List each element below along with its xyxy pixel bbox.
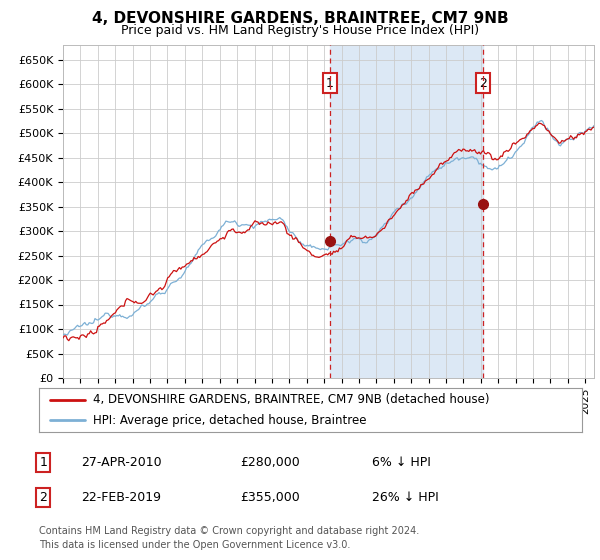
Text: £280,000: £280,000: [240, 456, 300, 469]
Text: 2: 2: [479, 77, 487, 90]
Text: 1: 1: [39, 456, 47, 469]
Text: Price paid vs. HM Land Registry's House Price Index (HPI): Price paid vs. HM Land Registry's House …: [121, 24, 479, 37]
Text: 4, DEVONSHIRE GARDENS, BRAINTREE, CM7 9NB (detached house): 4, DEVONSHIRE GARDENS, BRAINTREE, CM7 9N…: [94, 393, 490, 406]
Text: 6% ↓ HPI: 6% ↓ HPI: [372, 456, 431, 469]
Bar: [330, 45, 483, 378]
Text: 27-APR-2010: 27-APR-2010: [81, 456, 161, 469]
Text: 2: 2: [39, 491, 47, 504]
Text: 4, DEVONSHIRE GARDENS, BRAINTREE, CM7 9NB: 4, DEVONSHIRE GARDENS, BRAINTREE, CM7 9N…: [92, 11, 508, 26]
Text: £355,000: £355,000: [240, 491, 300, 504]
Text: 26% ↓ HPI: 26% ↓ HPI: [372, 491, 439, 504]
Text: Contains HM Land Registry data © Crown copyright and database right 2024.
This d: Contains HM Land Registry data © Crown c…: [39, 526, 419, 549]
Text: HPI: Average price, detached house, Braintree: HPI: Average price, detached house, Brai…: [94, 414, 367, 427]
Text: 1: 1: [326, 77, 334, 90]
Text: 22-FEB-2019: 22-FEB-2019: [81, 491, 161, 504]
